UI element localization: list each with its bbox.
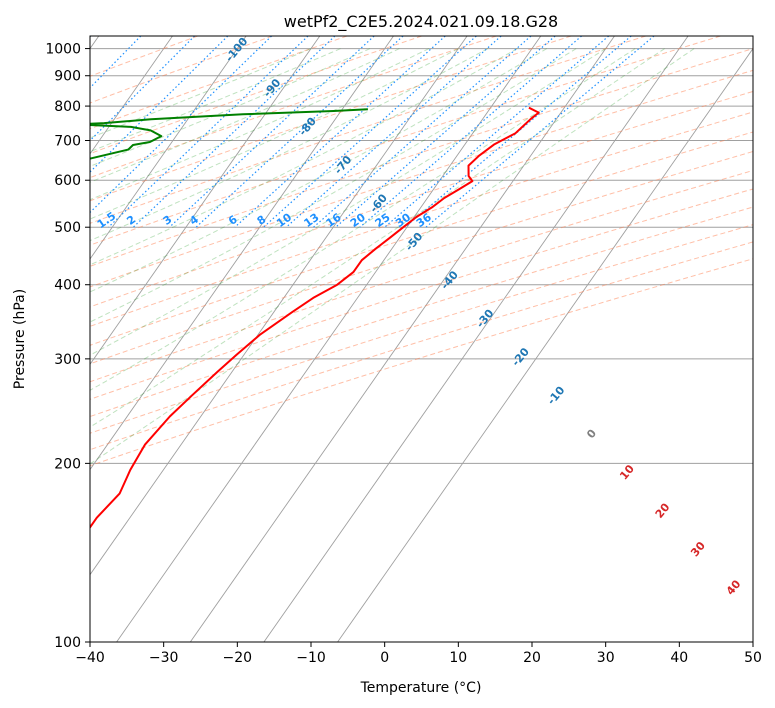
moist-adiabat-line [90,48,636,391]
temperature-profile [90,106,540,530]
x-tick-label: 10 [449,650,467,666]
dry-adiabat-line [90,36,572,202]
dry-adiabat-line [90,206,753,418]
mixing-ratio-line [90,36,229,173]
x-tick-label: −20 [223,650,253,666]
y-axis-label: Pressure (hPa) [12,289,28,389]
y-tick-label: 400 [54,278,81,294]
moist-adiabat-line [90,48,459,220]
moist-adiabat-line [90,48,341,153]
dry-adiabat-line [90,241,753,451]
dry-adiabat-line [90,36,646,224]
mixing-ratio-line [234,36,446,228]
mixing-ratio-line [313,36,532,228]
y-tick-label: 900 [54,69,81,85]
moist-adiabat-line [90,48,400,183]
x-tick-label: 30 [597,650,615,666]
isotherm-line [90,36,173,155]
mixing-ratio-line [335,36,556,228]
x-tick-label: −10 [296,650,326,666]
moist-adiabat-line [90,48,489,242]
background-lines [90,36,753,642]
dry-adiabat-line [90,48,753,267]
x-tick-label: −30 [149,650,179,666]
x-tick-label: 0 [380,650,389,666]
dry-adiabat-line [90,36,422,155]
mixing-ratio-line [384,36,610,228]
isotherm-line [90,36,247,260]
isotherm-line [189,36,615,642]
dry-adiabat-line [90,90,753,308]
y-tick-label: 300 [54,352,81,368]
mixing-ratio-line [359,36,582,228]
y-tick-label: 1000 [45,42,81,58]
x-axis-label: Temperature (°C) [360,680,482,696]
axis-ticks: −40 −30 −20 −10 0 10 20 30 40 50 100 200 300 400 500 60… [45,42,762,666]
isotherm-line [337,47,753,642]
isotherm-line [263,36,689,642]
y-tick-label: 700 [54,134,81,150]
dewpoint-profile [90,108,368,160]
y-tick-label: 600 [54,173,81,189]
mixing-ratio-line [169,36,375,228]
y-tick-label: 200 [54,456,81,472]
dry-adiabat-line [90,188,753,400]
dry-adiabat-line [90,111,753,327]
dry-adiabat-line [90,224,753,434]
moist-adiabat-line [90,48,430,201]
y-tick-label: 100 [54,635,81,651]
x-tick-label: 20 [523,650,541,666]
dry-adiabat-line [90,150,753,365]
x-tick-label: −40 [75,650,105,666]
moist-adiabat-line [90,48,518,266]
plot-frame [89,35,754,643]
dry-adiabat-line [90,258,753,467]
x-tick-label: 40 [670,650,688,666]
moist-adiabat-line [90,48,606,356]
moist-adiabat-line [90,48,577,323]
dry-adiabat-line [90,36,497,179]
chart-title: wetPf2_C2E5.2024.021.09.18.G28 [284,12,558,32]
y-tick-label: 800 [54,99,81,115]
x-tick-label: 50 [744,650,762,666]
y-tick-label: 500 [54,220,81,236]
mixing-ratio-line [90,36,196,142]
mixing-ratio-line [195,36,404,228]
dry-adiabat-line [90,36,273,104]
moist-adiabat-line [90,48,371,167]
mixing-ratio-line [90,36,142,89]
moist-adiabat-line [90,48,695,465]
mixing-ratio-line [90,36,273,214]
mixing-ratio-line [425,36,655,228]
moist-adiabat-line [90,48,547,293]
series-layer [90,106,540,530]
isotherm-line [90,36,394,471]
